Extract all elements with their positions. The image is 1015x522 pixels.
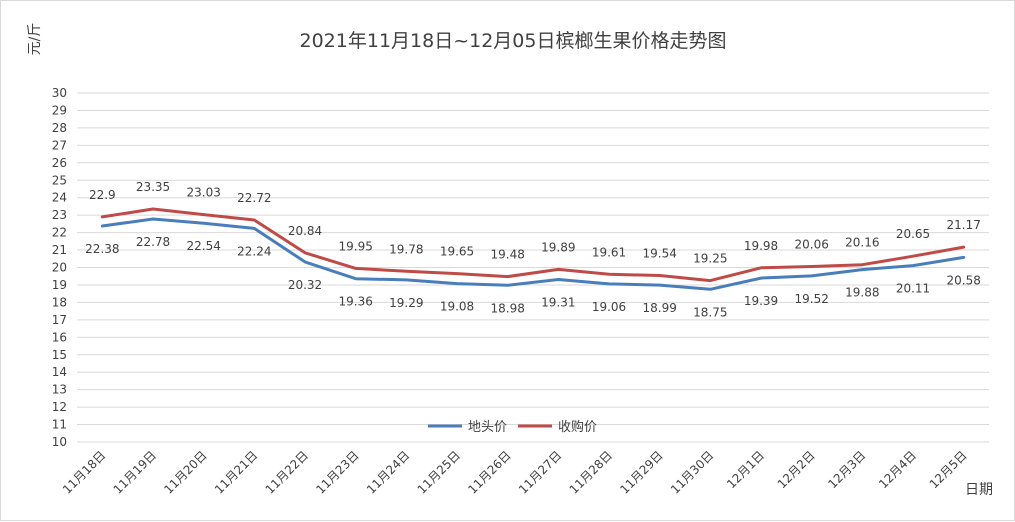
- y-axis-ticks: 10 11 12 13 14 15 16 17 18 19 20 21 22 23 24 25 26 27 28 29…: [52, 86, 67, 449]
- y-tick-label: 29: [52, 103, 67, 117]
- data-label: 19.08: [440, 300, 474, 314]
- y-tick-label: 16: [52, 330, 67, 344]
- y-tick-label: 28: [52, 121, 67, 135]
- y-tick-label: 30: [52, 86, 67, 100]
- x-tick-label: 12月3日: [825, 448, 868, 491]
- data-label: 19.98: [744, 239, 778, 253]
- x-tick-label: 11月22日: [263, 448, 311, 496]
- y-tick-label: 10: [52, 435, 67, 449]
- x-tick-label: 11月23日: [313, 448, 361, 496]
- data-label: 19.25: [693, 252, 727, 266]
- data-label: 20.58: [946, 273, 980, 287]
- data-label: 19.88: [845, 286, 879, 300]
- y-tick-label: 11: [52, 418, 67, 432]
- data-label: 23.03: [186, 186, 220, 200]
- data-label: 22.54: [186, 239, 220, 253]
- x-tick-label: 12月4日: [876, 448, 919, 491]
- data-label: 19.89: [541, 240, 575, 254]
- data-label: 21.17: [946, 218, 980, 232]
- x-tick-label: 11月20日: [161, 448, 209, 496]
- data-label: 22.9: [89, 188, 116, 202]
- series-lines: [100, 207, 966, 291]
- data-label: 19.52: [794, 292, 828, 306]
- data-label: 22.78: [136, 235, 170, 249]
- data-label: 22.38: [85, 242, 119, 256]
- y-tick-label: 19: [52, 278, 67, 292]
- grid-lines: [77, 92, 989, 443]
- data-label: 19.31: [541, 296, 575, 310]
- y-tick-label: 13: [52, 383, 67, 397]
- series-line: [100, 207, 966, 283]
- x-tick-label: 11月21日: [212, 448, 260, 496]
- x-axis-label: 日期: [965, 482, 993, 498]
- data-label: 20.06: [794, 237, 828, 251]
- data-label: 18.99: [642, 301, 676, 315]
- data-label: 20.32: [288, 278, 322, 292]
- y-tick-label: 25: [52, 173, 67, 187]
- legend-label: 地头价: [468, 420, 507, 435]
- data-label: 22.72: [237, 191, 271, 205]
- series-line: [100, 217, 966, 291]
- data-label: 19.65: [440, 245, 474, 259]
- data-label: 19.36: [338, 295, 372, 309]
- data-label: 20.11: [896, 282, 930, 296]
- data-label: 19.39: [744, 294, 778, 308]
- data-label: 18.75: [693, 305, 727, 319]
- y-tick-label: 15: [52, 348, 67, 362]
- y-tick-label: 18: [52, 295, 67, 309]
- y-tick-label: 12: [52, 400, 67, 414]
- x-tick-label: 11月26日: [465, 448, 513, 496]
- legend: 地头价 收购价: [428, 419, 597, 435]
- x-tick-label: 11月30日: [668, 448, 716, 496]
- x-axis-ticks: 11月18日 11月19日 11月20日 11月21日 11月22日 11月23日 11月2…: [60, 448, 970, 496]
- data-label: 23.35: [136, 180, 170, 194]
- data-label: 22.24: [237, 244, 271, 258]
- data-labels: 22.38 22.78 22.54 22.24 20.32 19.36 19.29 19.08…: [85, 180, 981, 319]
- y-axis-label: 元/斤: [27, 23, 43, 56]
- x-tick-label: 11月25日: [415, 448, 463, 496]
- y-tick-label: 22: [52, 226, 67, 240]
- y-tick-label: 27: [52, 138, 67, 152]
- x-tick-label: 11月27日: [516, 448, 564, 496]
- chart-title: 2021年11月18日~12月05日槟榔生果价格走势图: [300, 30, 727, 52]
- data-label: 18.98: [490, 301, 524, 315]
- x-tick-label: 12月1日: [724, 448, 767, 491]
- x-tick-label: 12月5日: [927, 448, 970, 491]
- data-label: 19.48: [490, 248, 524, 262]
- x-tick-label: 11月24日: [364, 448, 412, 496]
- data-label: 20.65: [896, 227, 930, 241]
- data-label: 20.16: [845, 236, 879, 250]
- data-label: 19.06: [592, 300, 626, 314]
- data-label: 19.29: [389, 296, 423, 310]
- y-tick-label: 14: [52, 365, 67, 379]
- y-tick-label: 20: [52, 261, 67, 275]
- y-tick-label: 23: [52, 208, 67, 222]
- y-tick-label: 21: [52, 243, 67, 257]
- x-tick-label: 11月19日: [111, 448, 159, 496]
- x-tick-label: 11月18日: [60, 448, 108, 496]
- x-tick-label: 11月29日: [617, 448, 665, 496]
- y-tick-label: 26: [52, 156, 67, 170]
- y-tick-label: 24: [52, 191, 67, 205]
- legend-label: 收购价: [558, 419, 597, 435]
- data-label: 19.61: [592, 245, 626, 259]
- y-tick-label: 17: [52, 313, 67, 327]
- data-label: 19.95: [338, 239, 372, 253]
- data-label: 20.84: [288, 224, 322, 238]
- x-tick-label: 12月2日: [775, 448, 818, 491]
- x-tick-label: 11月28日: [567, 448, 615, 496]
- data-label: 19.78: [389, 242, 423, 256]
- data-label: 19.54: [642, 247, 676, 261]
